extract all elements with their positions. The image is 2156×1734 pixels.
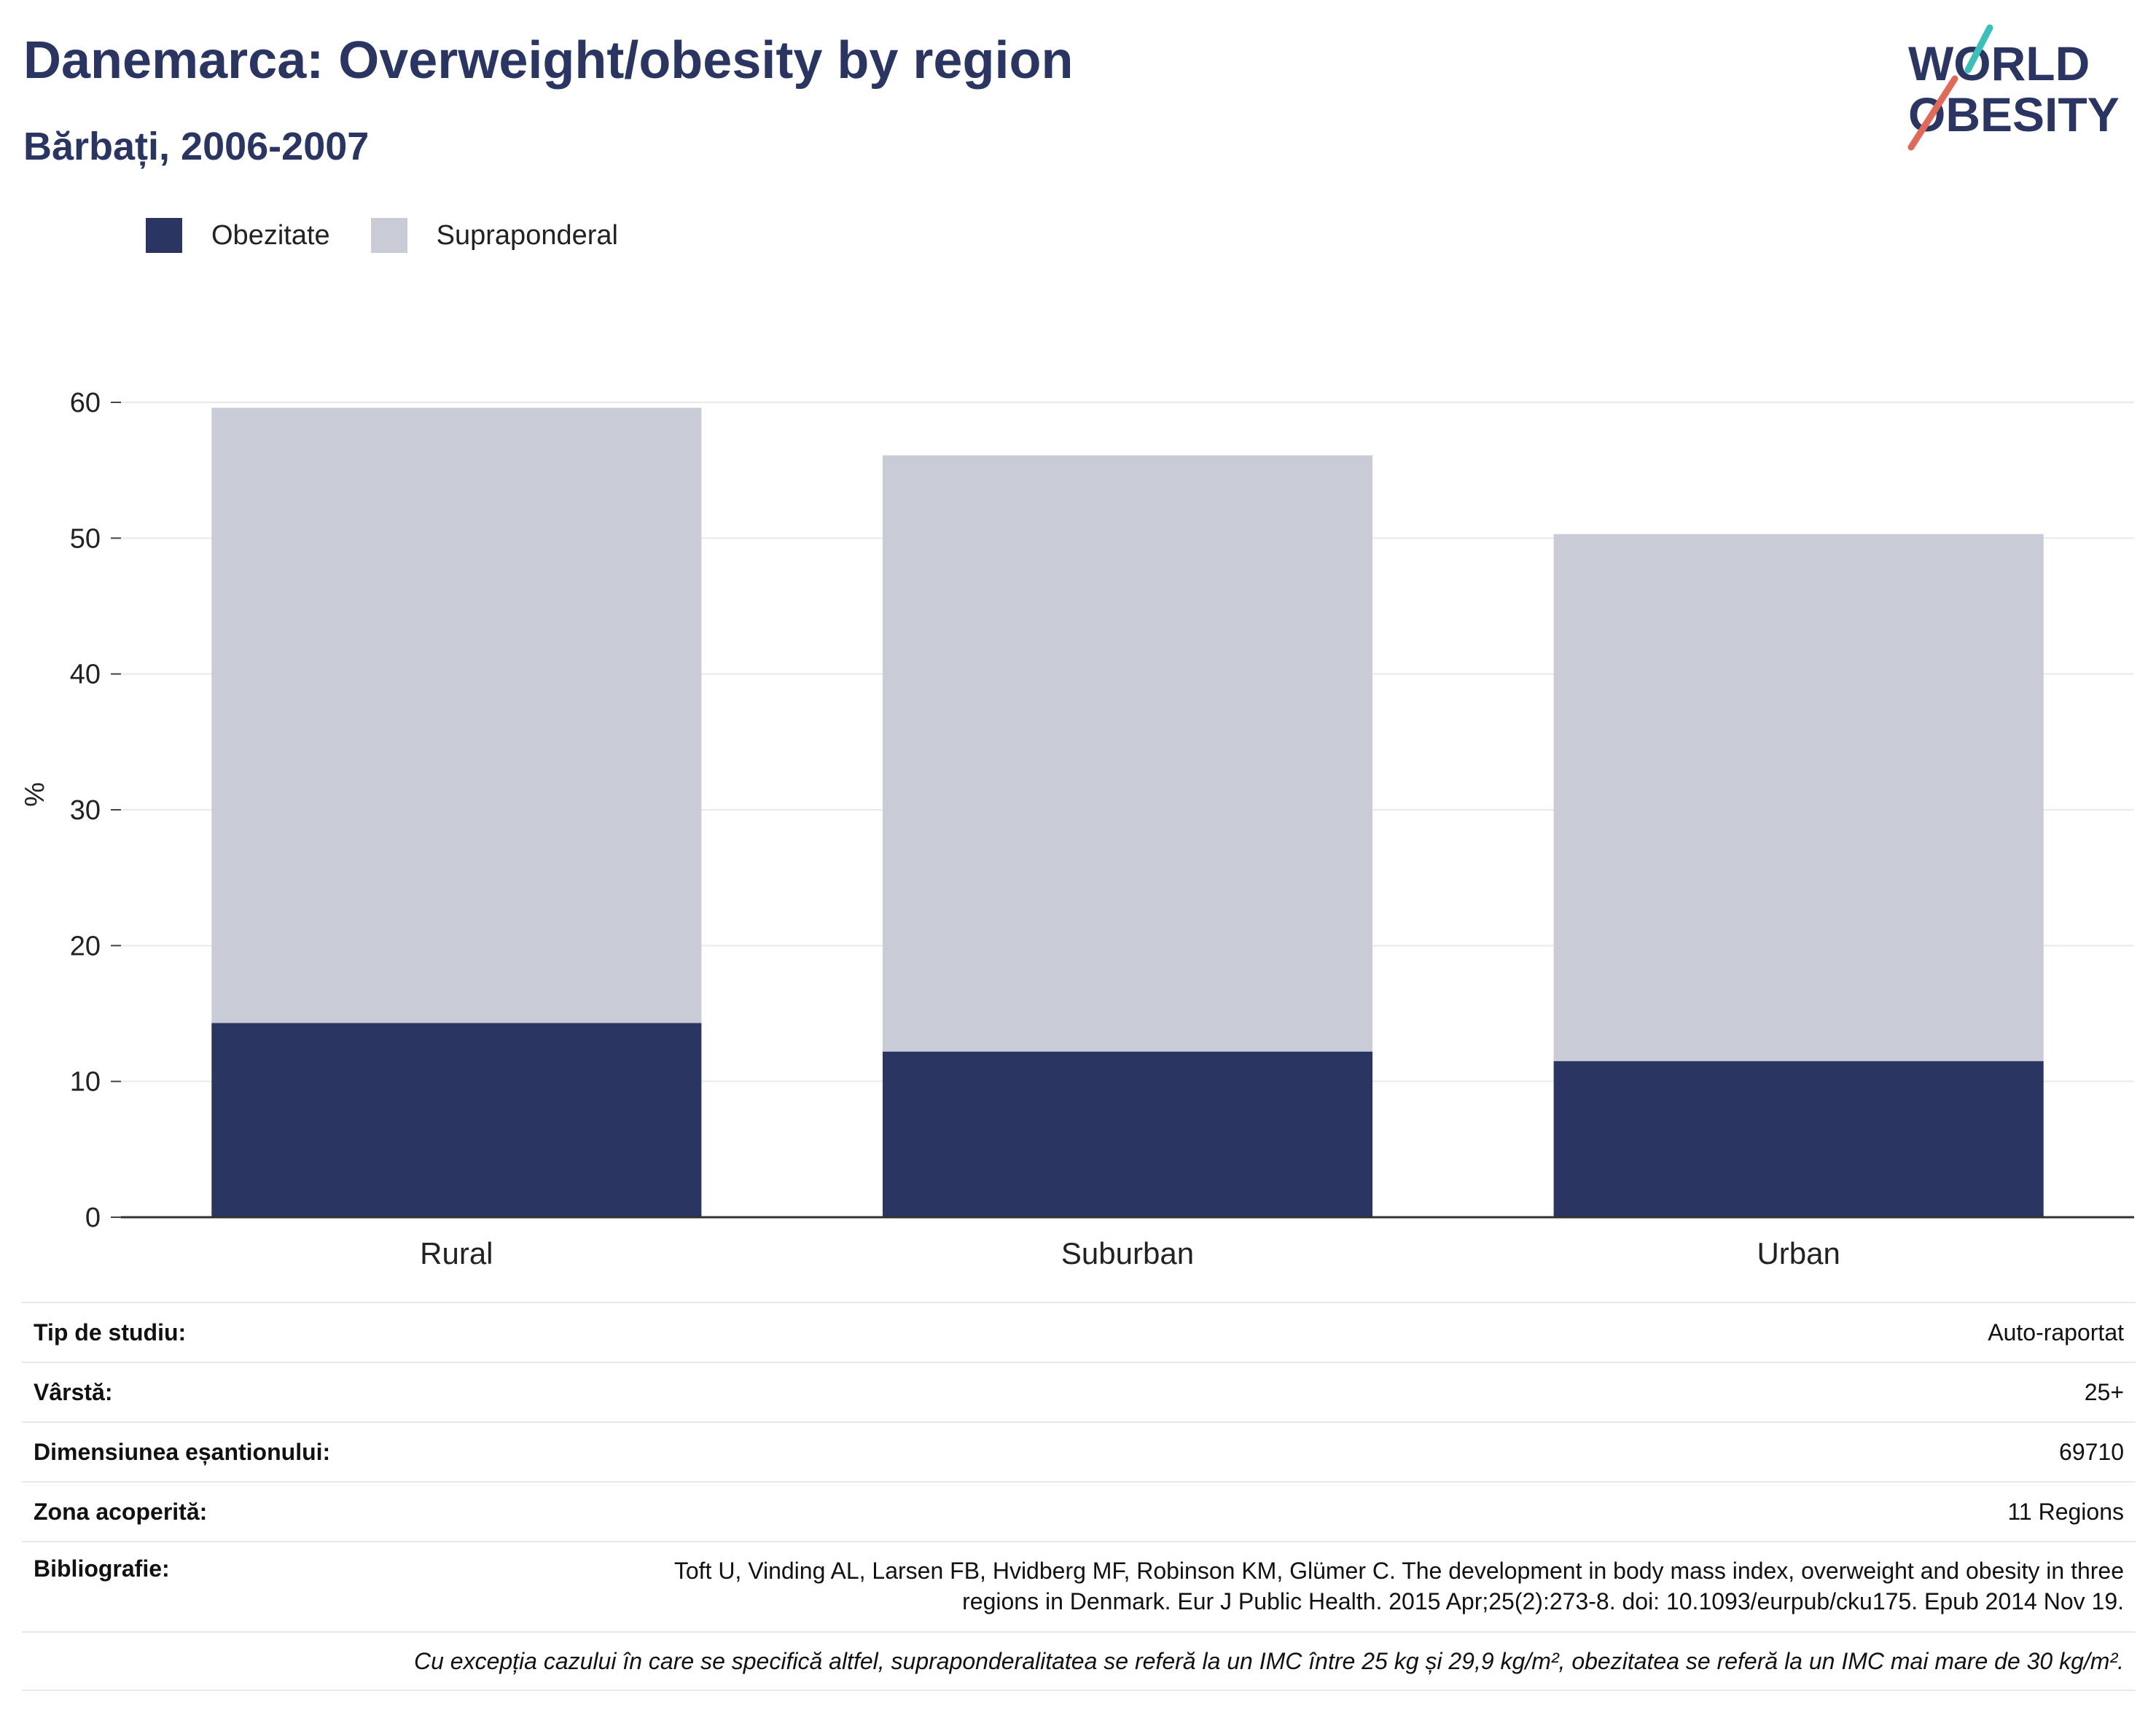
x-tick-label: Rural <box>420 1236 493 1270</box>
y-tick-label: 40 <box>70 660 101 690</box>
legend-label-supraponderal: Supraponderal <box>436 219 618 251</box>
bibliography-text: Toft U, Vinding AL, Larsen FB, Hvidberg … <box>673 1558 2124 1614</box>
chart-legend: Obezitate Supraponderal <box>146 217 659 254</box>
info-key: Tip de studiu: <box>34 1319 187 1346</box>
bmi-definition-note: Cu excepția cazului în care se specifică… <box>413 1647 2124 1674</box>
info-key: Vârstă: <box>34 1378 113 1405</box>
bar-obezitate-rural <box>211 1023 702 1217</box>
info-value: 25+ <box>2084 1378 2124 1405</box>
y-tick-label: 30 <box>70 795 101 826</box>
info-value: 11 Regions <box>2007 1498 2124 1525</box>
legend-item-supraponderal: Supraponderal <box>370 218 618 253</box>
y-tick-label: 0 <box>85 1203 101 1233</box>
study-info-table: Tip de studiu: Auto-raportat Vârstă: 25+… <box>22 1302 2136 1691</box>
info-row-age: Vârstă: 25+ <box>22 1362 2136 1421</box>
info-key: Dimensiunea eșantionului: <box>34 1438 331 1465</box>
info-value: Auto-raportat <box>1988 1319 2124 1346</box>
bars <box>211 407 2044 1217</box>
y-tick-label: 10 <box>70 1067 101 1098</box>
world-obesity-logo: WORLD OBESITY <box>1907 24 2120 151</box>
bar-obezitate-suburban <box>882 1051 1373 1217</box>
bar-supraponderal-suburban <box>882 455 1373 1052</box>
bar-supraponderal-urban <box>1553 534 2044 1061</box>
chart-title: Danemarca: Overweight/obesity by region <box>23 31 1074 90</box>
y-axis-label: % <box>20 782 50 807</box>
info-row-bibliography: Bibliografie: Toft U, Vinding AL, Larsen… <box>22 1541 2136 1631</box>
legend-swatch-obezitate <box>146 218 182 253</box>
y-tick-label: 20 <box>70 931 101 961</box>
chart-subtitle: Bărbați, 2006-2007 <box>23 125 370 168</box>
info-value: 69710 <box>2059 1438 2124 1465</box>
info-row-area-covered: Zona acoperită: 11 Regions <box>22 1481 2136 1541</box>
logo-slash-teal <box>1964 24 1993 74</box>
info-row-study-type: Tip de studiu: Auto-raportat <box>22 1302 2136 1362</box>
logo-slash-coral <box>1907 75 1958 151</box>
legend-label-obezitate: Obezitate <box>211 219 330 251</box>
bar-supraponderal-rural <box>211 407 702 1023</box>
info-row-note: Cu excepția cazului în care se specifică… <box>22 1631 2136 1691</box>
x-tick-label: Suburban <box>1061 1236 1194 1270</box>
info-row-sample-size: Dimensiunea eșantionului: 69710 <box>22 1421 2136 1481</box>
stacked-bar-chart: 0 10 20 30 40 50 60 Rural Suburban Urban % <box>20 388 2134 1270</box>
axes: 0 10 20 30 40 50 60 Rural Suburban Urban <box>70 388 2134 1270</box>
legend-item-obezitate: Obezitate <box>146 218 330 253</box>
logo-text-world: WORLD <box>1908 36 2090 90</box>
x-tick-label: Urban <box>1757 1236 1840 1270</box>
bar-obezitate-urban <box>1553 1061 2044 1217</box>
legend-swatch-supraponderal <box>370 218 407 253</box>
y-tick-label: 60 <box>70 388 101 418</box>
info-key: Bibliografie: <box>34 1555 170 1582</box>
info-key: Zona acoperită: <box>34 1498 208 1525</box>
y-tick-label: 50 <box>70 523 101 554</box>
